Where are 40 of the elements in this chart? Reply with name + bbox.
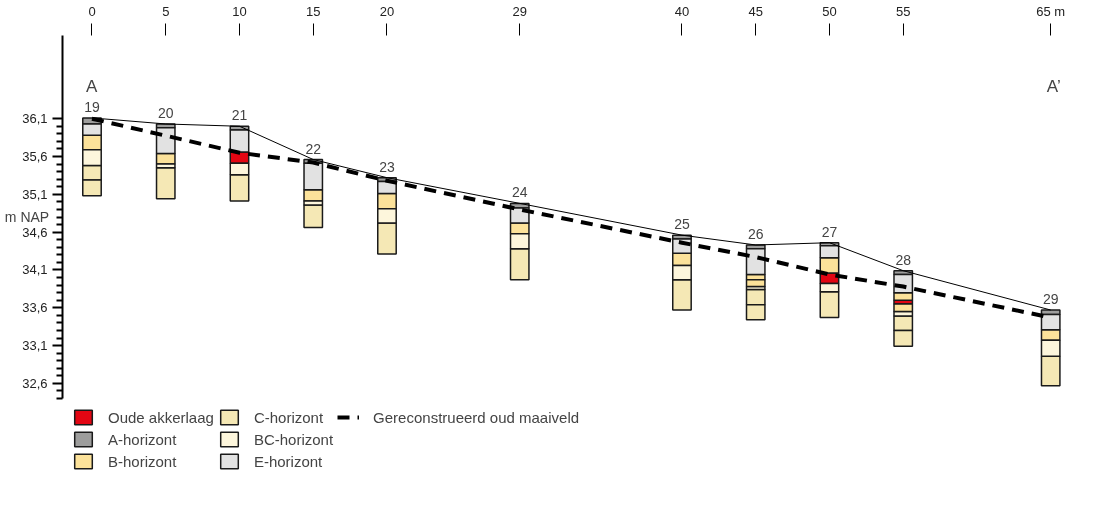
annotation: 22 (305, 140, 322, 157)
legend-label: Gereconstrueerd oud maaiveld (373, 408, 580, 426)
annotation: 26 (747, 225, 764, 242)
annotation: A (86, 76, 98, 96)
x-tick-label: 29 (512, 3, 527, 19)
x-tick-label: 5 (162, 3, 170, 19)
legend-label: E-horizont (253, 452, 323, 470)
y-tick-label: 36,1 (22, 111, 48, 127)
legend-label: C-horizont (253, 408, 324, 426)
x-tick-label: 40 (674, 3, 690, 19)
annotation: 28 (895, 251, 912, 268)
legend-label: B-horizont (108, 452, 177, 470)
annotation: 19 (84, 98, 100, 115)
annotation: 23 (379, 158, 395, 175)
y-tick-label: 34,1 (22, 262, 48, 278)
legend-label: Oude akkerlaag (108, 408, 214, 426)
y-tick-label: 32,6 (22, 375, 48, 391)
x-tick-label: 55 (895, 3, 911, 19)
y-tick-label: 35,1 (22, 186, 48, 202)
y-tick-label: 33,6 (22, 300, 48, 316)
annotation: 25 (674, 216, 690, 233)
annotation: 24 (511, 184, 528, 201)
y-axis-title: m NAP (4, 209, 50, 225)
x-tick-label: 45 (748, 3, 763, 19)
annotation: 27 (821, 223, 838, 240)
x-tick-label: 50 (822, 3, 837, 19)
annotation: A’ (1046, 76, 1061, 96)
x-tick-label: 15 (306, 3, 321, 19)
x-tick-label: 0 (88, 3, 96, 19)
annotation: 20 (157, 104, 174, 121)
y-tick-label: 34,6 (22, 224, 48, 240)
x-tick-label: 10 (232, 3, 247, 19)
x-tick-label: 20 (379, 3, 395, 19)
y-tick-label: 35,6 (22, 149, 48, 164)
legend-label: A-horizont (108, 430, 177, 448)
y-tick-label: 33,1 (22, 338, 48, 354)
annotation: 21 (231, 107, 248, 124)
legend-label: BC-horizont (253, 430, 334, 448)
annotation: 29 (1042, 291, 1059, 308)
x-tick-label: 65 m (1036, 3, 1066, 19)
